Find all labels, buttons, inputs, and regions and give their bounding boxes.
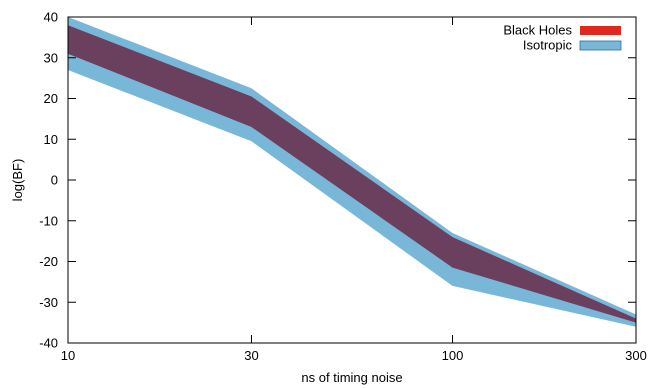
legend-label: Isotropic bbox=[523, 38, 573, 53]
legend-swatch bbox=[579, 40, 622, 51]
band-black-holes bbox=[68, 25, 636, 323]
data-bands bbox=[68, 17, 636, 327]
x-tick-label: 30 bbox=[244, 348, 258, 363]
y-tick-label: 30 bbox=[44, 50, 58, 65]
y-tick-label: 0 bbox=[51, 173, 58, 188]
x-tick-labels: 10 30 100 300 bbox=[61, 348, 647, 363]
legend-label: Black Holes bbox=[503, 23, 572, 38]
y-tick-label: -40 bbox=[39, 336, 58, 351]
y-tick-label: 20 bbox=[44, 91, 58, 106]
y-tick-label: -30 bbox=[39, 295, 58, 310]
y-tick-label: 40 bbox=[44, 10, 58, 25]
y-tick-label: 10 bbox=[44, 132, 58, 147]
legend-swatch bbox=[580, 26, 621, 35]
axis-ticks bbox=[68, 17, 636, 343]
x-axis-title: ns of timing noise bbox=[301, 370, 402, 385]
x-tick-label: 100 bbox=[442, 348, 464, 363]
y-tick-label: -20 bbox=[39, 254, 58, 269]
y-axis-title: log(BF) bbox=[10, 159, 25, 202]
x-tick-label: 300 bbox=[625, 348, 647, 363]
y-tick-label: -10 bbox=[39, 213, 58, 228]
x-tick-label: 10 bbox=[61, 348, 75, 363]
y-tick-labels: -40 -30 -20 -10 0 10 20 30 40 bbox=[39, 10, 58, 351]
